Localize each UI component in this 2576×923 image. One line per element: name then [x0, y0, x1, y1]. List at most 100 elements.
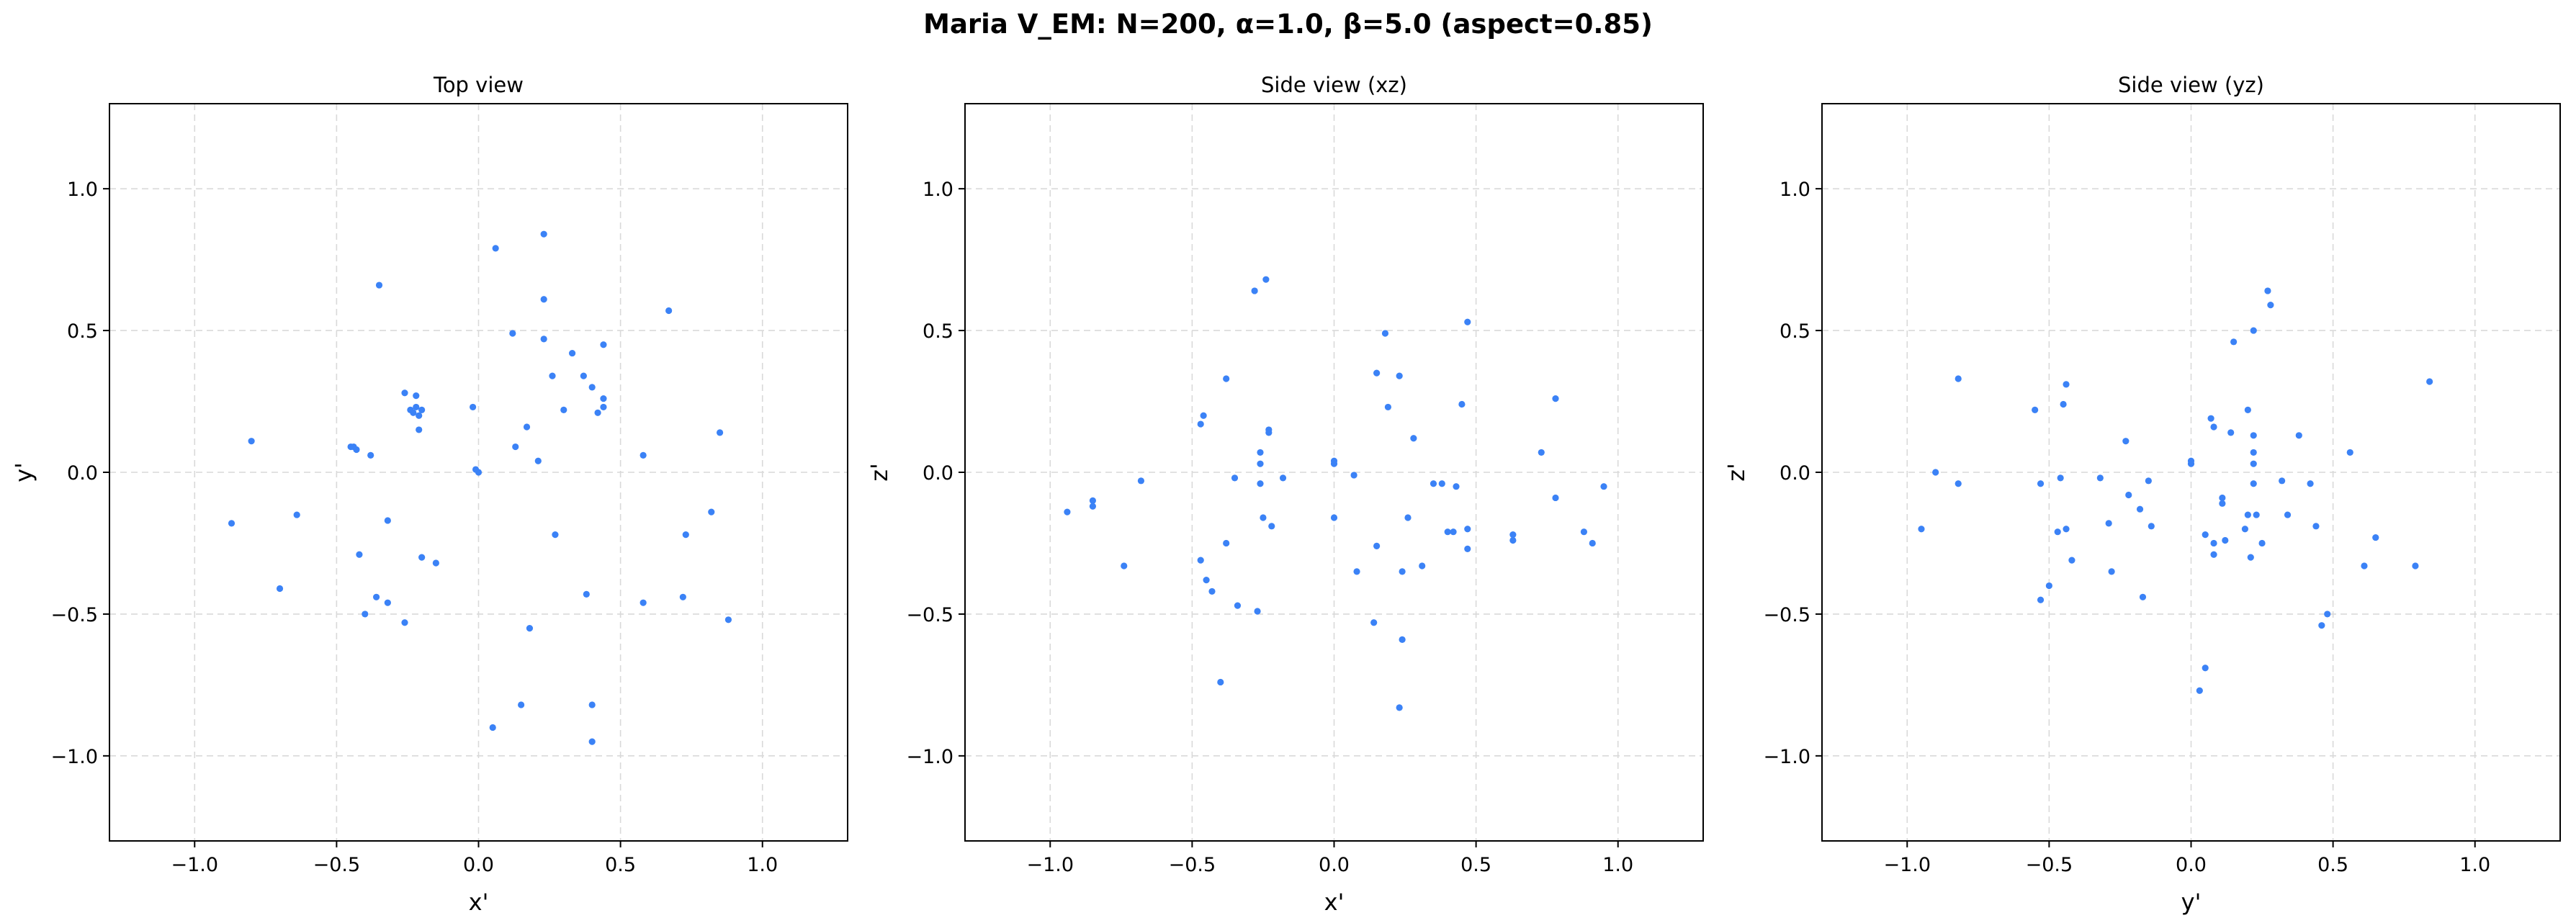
data-point — [418, 406, 426, 413]
y-axis-label: z' — [866, 463, 893, 482]
data-point — [2250, 327, 2257, 334]
data-point — [384, 517, 391, 524]
data-point — [2253, 511, 2260, 518]
y-tick-label: 0.5 — [923, 320, 953, 343]
data-point — [2295, 432, 2302, 439]
data-point — [2196, 687, 2203, 694]
x-tick-label: 1.0 — [1602, 854, 1633, 876]
data-point — [489, 724, 496, 731]
data-point — [2210, 551, 2217, 558]
data-point — [418, 554, 426, 561]
data-point — [2054, 528, 2061, 536]
data-point — [401, 619, 408, 626]
y-tick-label: −1.0 — [50, 746, 98, 768]
data-point — [2037, 596, 2045, 603]
data-point — [1330, 514, 1338, 521]
data-point — [2250, 460, 2257, 467]
data-point — [1464, 526, 1471, 533]
data-point — [1580, 528, 1588, 536]
y-tick-label: 0.5 — [1780, 320, 1810, 343]
data-point — [1955, 480, 1962, 487]
data-point — [2187, 460, 2195, 467]
data-point — [2207, 415, 2214, 422]
x-tick-label: 1.0 — [2459, 854, 2490, 876]
data-point — [588, 384, 596, 391]
data-point — [2202, 531, 2209, 539]
data-point — [2063, 526, 2070, 533]
data-point — [1399, 636, 1406, 643]
data-point — [1373, 542, 1381, 550]
data-point — [1350, 472, 1357, 479]
data-point — [1438, 480, 1445, 487]
data-point — [1234, 602, 1242, 609]
data-point — [1552, 494, 1559, 502]
data-point — [2244, 406, 2251, 413]
data-point — [2057, 474, 2064, 482]
data-point — [2250, 432, 2257, 439]
data-point — [588, 701, 596, 708]
data-point — [1353, 568, 1360, 575]
data-point — [639, 451, 647, 459]
y-tick-label: −0.5 — [906, 604, 953, 626]
x-axis-label: x' — [1324, 888, 1345, 916]
data-point — [2426, 378, 2433, 385]
data-point — [509, 330, 516, 337]
data-point — [432, 559, 439, 567]
data-point — [1458, 400, 1466, 408]
data-point — [1430, 480, 1437, 487]
chart-panel-2: −1.0 −0.5 0.0 0.5 1.0 −1.0 −0.5 0.0 0.5 1.0 Side v… — [866, 73, 1704, 916]
y-axis-label: y' — [10, 462, 37, 482]
x-axis-label: y' — [2181, 888, 2202, 916]
data-point — [1089, 497, 1097, 504]
data-point — [2346, 449, 2353, 456]
data-point — [228, 520, 235, 527]
data-point — [2247, 554, 2254, 561]
data-point — [1257, 449, 1264, 456]
data-point — [1918, 526, 1925, 533]
data-point — [540, 296, 547, 303]
data-point — [416, 426, 423, 433]
chart-title: Side view (yz) — [2118, 73, 2264, 97]
data-point — [375, 282, 383, 289]
x-tick-label: 1.0 — [747, 854, 778, 876]
data-point — [492, 245, 499, 252]
data-point — [1200, 412, 1207, 419]
data-point — [1279, 474, 1287, 482]
data-point — [2202, 665, 2209, 672]
y-axis-label: z' — [1723, 463, 1750, 482]
data-point — [1450, 528, 1457, 536]
data-point — [1404, 514, 1412, 521]
data-point — [1419, 562, 1426, 569]
data-point — [413, 403, 420, 411]
y-tick-label: 0.0 — [1780, 462, 1810, 485]
data-point — [1381, 330, 1389, 337]
data-point — [708, 508, 715, 515]
data-point — [1217, 678, 1224, 686]
data-point — [1464, 318, 1471, 325]
data-point — [1268, 523, 1275, 530]
x-tick-label: −0.5 — [313, 854, 361, 876]
data-point — [2318, 622, 2325, 629]
x-tick-label: −0.5 — [1169, 854, 1216, 876]
data-point — [2324, 611, 2331, 618]
x-tick-label: 0.5 — [2317, 854, 2348, 876]
data-point — [1223, 375, 1230, 382]
data-point — [1373, 369, 1381, 377]
data-point — [1399, 568, 1406, 575]
data-point — [2136, 505, 2144, 513]
data-point — [2125, 491, 2132, 499]
data-point — [1589, 539, 1596, 547]
data-point — [1955, 375, 1962, 382]
y-tick-label: 0.5 — [67, 320, 98, 343]
data-point — [2032, 406, 2039, 413]
data-point — [560, 406, 567, 413]
y-tick-label: −1.0 — [906, 746, 953, 768]
data-point — [1552, 395, 1559, 402]
data-point — [665, 307, 673, 315]
data-point — [2412, 562, 2419, 569]
data-point — [2241, 526, 2249, 533]
chart-panel-3: −1.0 −0.5 0.0 0.5 1.0 −1.0 −0.5 0.0 0.5 1.0 Side v… — [1723, 73, 2561, 916]
figure-title: Maria V_EM: N=200, α=1.0, β=5.0 (aspect=… — [923, 9, 1653, 40]
data-point — [2250, 449, 2257, 456]
data-point — [1384, 403, 1392, 411]
